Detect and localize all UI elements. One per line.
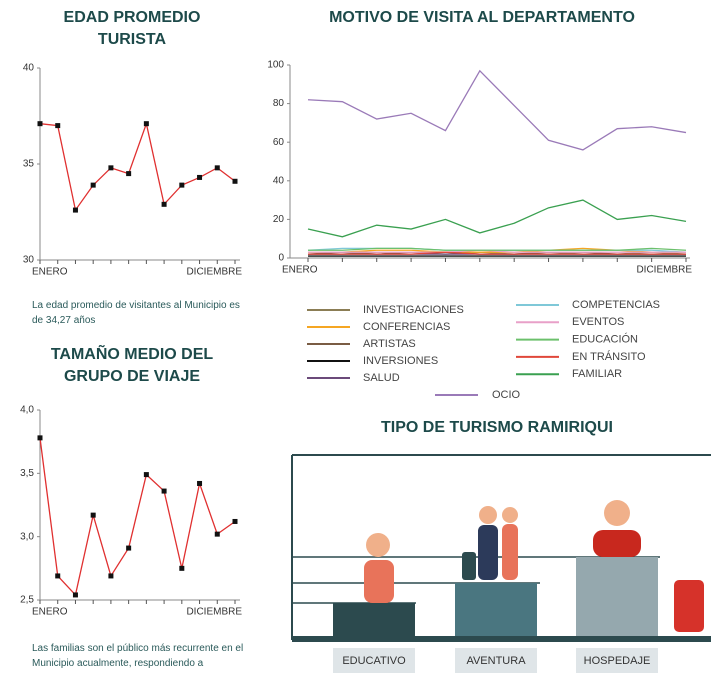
step-label: AVENTURA [466, 655, 526, 667]
point [144, 121, 149, 126]
podium-educativo [333, 603, 415, 638]
point [126, 546, 131, 551]
legend-label: OCIO [492, 389, 521, 401]
figure-body [364, 560, 394, 603]
point [197, 175, 202, 180]
note-line: de 34,27 años [32, 315, 95, 326]
y-tick-label: 30 [23, 255, 35, 266]
chart-note: Las familias son el público más recurren… [32, 643, 243, 669]
y-tick-label: 0 [278, 253, 284, 264]
figure-head [479, 506, 497, 524]
legend-label: EN TRÁNSITO [572, 350, 646, 363]
figure-head [604, 500, 630, 526]
figure-body [478, 525, 498, 580]
point [55, 573, 60, 578]
series-line [308, 71, 686, 150]
point [197, 481, 202, 486]
figure-body [502, 524, 518, 580]
x-tick-label: DICIEMBRE [186, 267, 242, 278]
dashboard: EDAD PROMEDIO TURISTA 30 35 40 ENERO DICIEMBRE… [0, 0, 711, 675]
y-tick-label: 20 [273, 214, 285, 225]
point [73, 592, 78, 597]
point [162, 489, 167, 494]
y-tick-label: 35 [23, 159, 35, 170]
figure-head [366, 533, 390, 557]
y-tick-label: 60 [273, 137, 285, 148]
y-tick-label: 3,0 [20, 531, 34, 542]
point [233, 179, 238, 184]
point [91, 513, 96, 518]
point [38, 121, 43, 126]
point [179, 183, 184, 188]
tourism-diagram [292, 455, 711, 642]
y-tick-label: 40 [23, 63, 35, 74]
series-line [40, 124, 235, 210]
x-tick-label: ENERO [32, 267, 68, 278]
point [126, 171, 131, 176]
point [215, 532, 220, 537]
note-line: La edad promedio de visitantes al Munici… [32, 300, 240, 311]
legend-label: COMPETENCIAS [572, 299, 660, 311]
section-title: TIPO DE TURISMO RAMIRIQUI [381, 419, 613, 436]
figure-body [593, 530, 641, 557]
series-line [308, 200, 686, 237]
point [38, 435, 43, 440]
title-line: EDAD PROMEDIO [64, 9, 201, 26]
title-line: GRUPO DE VIAJE [64, 368, 200, 385]
legend-label: FAMILIAR [572, 368, 622, 380]
y-tick-label: 2,5 [20, 595, 34, 606]
podium-hospedaje [576, 557, 658, 638]
note-line: Municipio acualmente, respondiendo a [32, 658, 204, 669]
point [108, 165, 113, 170]
legend-label: INVESTIGACIONES [363, 304, 464, 316]
point [215, 165, 220, 170]
floor [292, 636, 711, 642]
point [179, 566, 184, 571]
luggage [462, 552, 476, 580]
x-tick-label: ENERO [32, 607, 68, 618]
note-line: Las familias son el público más recurren… [32, 643, 243, 654]
step-label: HOSPEDAJE [584, 655, 651, 667]
y-tick-label: 40 [273, 175, 285, 186]
figure-head [502, 507, 518, 523]
point [73, 208, 78, 213]
point [233, 519, 238, 524]
point [144, 472, 149, 477]
step-label: EDUCATIVO [342, 655, 406, 667]
y-tick-label: 100 [267, 60, 284, 71]
legend-label: EVENTOS [572, 316, 624, 328]
luggage [674, 580, 704, 632]
point [108, 573, 113, 578]
x-tick-label: DICIEMBRE [186, 607, 242, 618]
chart-title: MOTIVO DE VISITA AL DEPARTAMENTO [329, 9, 635, 26]
title-line: TAMAÑO MEDIO DEL [51, 343, 214, 363]
chart-title: EDAD PROMEDIO TURISTA [64, 9, 201, 48]
legend-label: SALUD [363, 372, 400, 384]
point [91, 183, 96, 188]
series-line [308, 248, 686, 250]
legend-label: ARTISTAS [363, 338, 416, 350]
point [162, 202, 167, 207]
y-tick-label: 4,0 [20, 405, 34, 416]
chart-note: La edad promedio de visitantes al Munici… [32, 300, 240, 326]
legend-label: EDUCACIÓN [572, 333, 638, 346]
y-tick-label: 3,5 [20, 468, 34, 479]
series-line [40, 438, 235, 595]
legend-label: CONFERENCIAS [363, 321, 450, 333]
legend-label: INVERSIONES [363, 355, 438, 367]
x-tick-label: DICIEMBRE [636, 265, 692, 276]
chart-title: TAMAÑO MEDIO DEL GRUPO DE VIAJE [51, 343, 214, 385]
y-tick-label: 80 [273, 98, 285, 109]
point [55, 123, 60, 128]
title-line: TURISTA [98, 31, 167, 48]
podium-aventura [455, 583, 537, 638]
x-tick-label: ENERO [282, 265, 318, 276]
